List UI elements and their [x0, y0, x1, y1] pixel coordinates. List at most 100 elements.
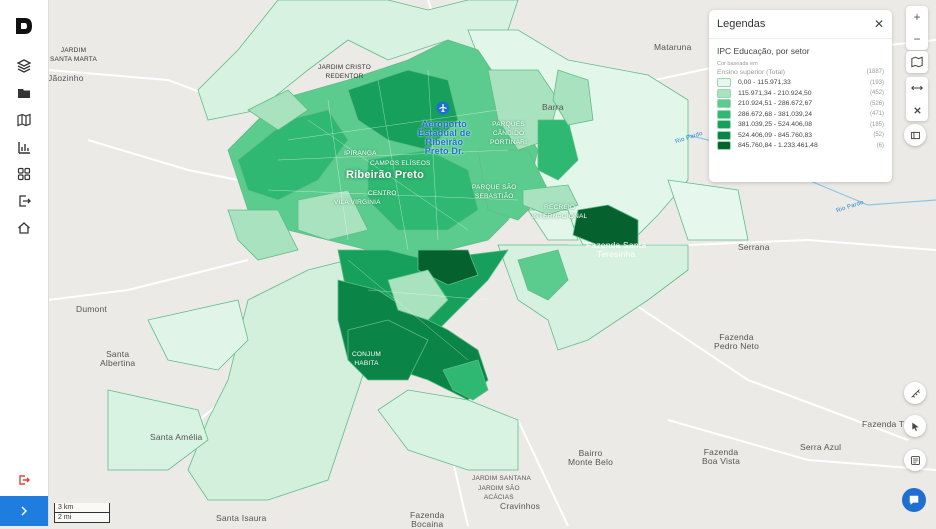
- place-label: Fazenda Santa Teresinha: [586, 240, 647, 259]
- legend-class-label: 524.406,09 - 845.760,83: [738, 131, 813, 139]
- district-label: VILA VIRGÍNIA: [334, 199, 381, 206]
- legend-variable-count: (1887): [866, 69, 884, 76]
- airport-label: Aeroporto Estadual de Ribeirão Preto Dr.: [418, 119, 471, 156]
- district-label: PARQUE SÃO SEBASTIÃO: [472, 184, 517, 200]
- scale-bar: 3 km 2 mi: [54, 503, 110, 523]
- district-label: IPIRANGA: [344, 150, 377, 157]
- legend-swatch: [717, 141, 731, 151]
- legend-class-label: 845.760,84 - 1.233.461,48: [738, 142, 818, 150]
- place-label: Fazenda T: [862, 419, 905, 429]
- legend-class-row[interactable]: 381.039,25 - 524.406,08 (185): [717, 120, 884, 131]
- basemap-control: [906, 51, 928, 73]
- legend-variable-row[interactable]: Ensino superior (Total) (1887): [717, 67, 884, 78]
- district-label: PARQUES CÂNDIDO PORTINARI: [490, 121, 528, 146]
- notes-icon[interactable]: [904, 449, 926, 471]
- legend-classes: 0,00 - 115.971,33 (193) 115.971,34 - 210.9…: [709, 78, 892, 152]
- legend-class-row[interactable]: 0,00 - 115.971,33 (193): [717, 78, 884, 89]
- logout-icon[interactable]: [12, 468, 36, 492]
- measure-controls: [906, 77, 928, 121]
- place-label: Jãozinho: [48, 73, 84, 83]
- scale-mi: 2 mi: [54, 513, 110, 523]
- legend-swatch: [717, 88, 731, 98]
- legend-class-label: 381.039,25 - 524.406,08: [738, 121, 813, 129]
- legend-swatch: [717, 109, 731, 119]
- zoom-in-button[interactable]: +: [913, 10, 921, 24]
- legend-class-row[interactable]: 210.924,51 - 286.672,67 (526): [717, 99, 884, 110]
- legend-class-row[interactable]: 115.971,34 - 210.924,50 (452): [717, 88, 884, 99]
- census-sectors: [107, 0, 749, 501]
- legend-class-row[interactable]: 286.672,68 - 381.039,24 (471): [717, 109, 884, 120]
- district-label: RECREIO INTERNACIONAL: [532, 204, 588, 220]
- place-label: Cravinhos: [500, 501, 541, 511]
- district-label: JARDIM SANTANA: [472, 475, 532, 482]
- place-label: Bairro Monte Belo: [568, 448, 613, 467]
- legend-swatch: [717, 99, 731, 109]
- zoom-controls: + −: [906, 6, 928, 50]
- legend-class-count: (193): [869, 79, 884, 86]
- map-layers-icon[interactable]: [904, 124, 926, 146]
- legend-class-count: (185): [869, 121, 884, 128]
- legend-class-row[interactable]: 524.406,09 - 845.760,83 (52): [717, 130, 884, 141]
- legend-class-count: (6): [876, 142, 884, 149]
- close-icon[interactable]: ✕: [873, 17, 884, 31]
- place-label: Santa Amélia: [150, 432, 203, 442]
- legend-basis-label: Cor baseada em: [717, 61, 758, 67]
- sidebar: [0, 0, 49, 526]
- legend-swatch: [717, 78, 731, 88]
- legend-class-row[interactable]: 845.760,84 - 1.233.461,48 (6): [717, 141, 884, 152]
- district-label: JARDIM CRISTO REDENTOR: [318, 64, 372, 80]
- district-label: CAMPOS ELÍSEOS: [370, 160, 431, 167]
- close-icon[interactable]: [906, 99, 928, 121]
- place-label: Serrana: [738, 242, 770, 252]
- district-label: JARDIM SÃO ACÁCIAS: [478, 485, 520, 501]
- legend-class-count: (526): [869, 100, 884, 107]
- legend-panel: Legendas ✕ IPC Educação, por setor Cor b…: [709, 10, 892, 182]
- folder-icon[interactable]: [12, 81, 36, 105]
- legend-swatch: [717, 120, 731, 130]
- legend-class-label: 0,00 - 115.971,33: [738, 79, 791, 87]
- place-label: Mataruna: [654, 42, 692, 52]
- legend-class-count: (52): [873, 132, 884, 139]
- legend-class-label: 115.971,34 - 210.924,50: [738, 89, 812, 97]
- legend-variable: Ensino superior (Total): [717, 68, 785, 76]
- district-label: CENTRO: [368, 190, 397, 197]
- legend-header: Legendas ✕: [709, 10, 892, 39]
- zoom-out-button[interactable]: −: [913, 32, 921, 46]
- bar-chart-icon[interactable]: [12, 135, 36, 159]
- district-label: CONJUM HABITA: [352, 351, 382, 367]
- scale-km: 3 km: [54, 503, 110, 513]
- chat-icon[interactable]: [902, 488, 926, 512]
- place-label: Barra: [542, 102, 564, 112]
- arrows-horizontal-icon[interactable]: [906, 77, 928, 99]
- map-icon[interactable]: [906, 51, 928, 73]
- district-label: JARDIM SANTA MARTA: [50, 47, 97, 63]
- grid-icon[interactable]: [12, 162, 36, 186]
- legend-title: Legendas: [717, 18, 766, 30]
- legend-swatch: [717, 130, 731, 140]
- exit-icon[interactable]: [12, 189, 36, 213]
- pointer-icon[interactable]: [904, 415, 926, 437]
- airport-icon[interactable]: [436, 101, 450, 115]
- chevron-right-icon: [21, 506, 28, 516]
- legend-class-count: (471): [869, 111, 884, 118]
- place-label: Santa Albertina: [100, 349, 136, 368]
- legend-class-label: 286.672,68 - 381.039,24: [738, 110, 813, 118]
- legend-subtitle: IPC Educação, por setor: [717, 46, 810, 56]
- map-canvas[interactable]: Mataruna Barra Serrana Dumont Santa Albe…: [48, 0, 936, 529]
- place-label: Serra Azul: [800, 442, 842, 452]
- place-label: Dumont: [76, 304, 107, 314]
- sector-grid: [267, 69, 519, 361]
- expand-sidebar-button[interactable]: [0, 496, 48, 526]
- map-svg: [48, 0, 936, 526]
- home-icon[interactable]: [12, 216, 36, 240]
- ruler-icon[interactable]: [904, 382, 926, 404]
- place-label: Fazenda Bocaina: [410, 510, 445, 529]
- place-label: Fazenda Pedro Neto: [714, 332, 759, 351]
- layers-icon[interactable]: [12, 54, 36, 78]
- legend-class-count: (452): [869, 90, 884, 97]
- legend-class-label: 210.924,51 - 286.672,67: [738, 100, 813, 108]
- map-icon[interactable]: [12, 108, 36, 132]
- place-label: Fazenda Boa Vista: [702, 447, 741, 466]
- place-label: Santa Isaura: [216, 513, 267, 523]
- app-logo[interactable]: [14, 16, 34, 36]
